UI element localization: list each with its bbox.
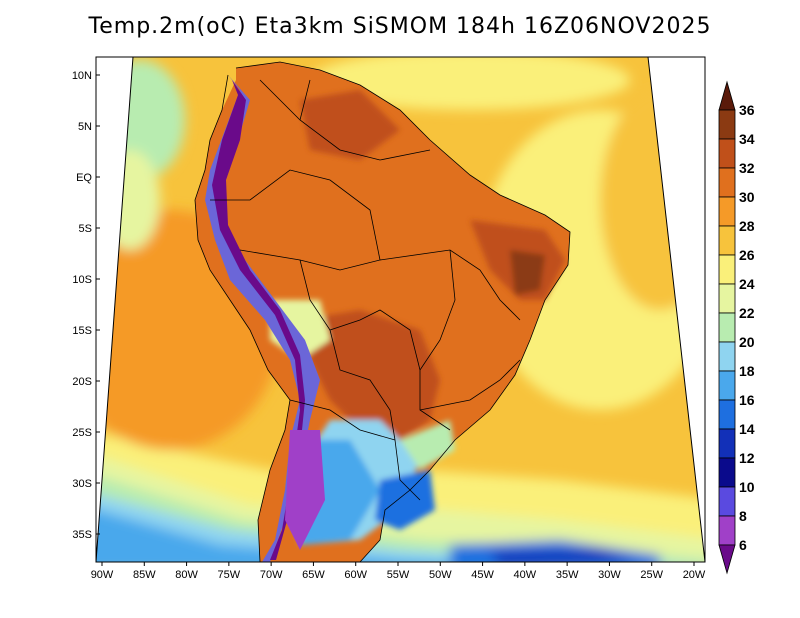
colorbar-label: 28 (739, 218, 755, 234)
lon-tick-label: 35W (556, 569, 579, 581)
colorbar-top-arrow (718, 80, 736, 111)
colorbar-label: 18 (739, 363, 755, 379)
colorbar-label: 14 (739, 421, 755, 437)
lat-tick-label: 15S (72, 325, 92, 337)
colorbar-label: 30 (739, 189, 755, 205)
lat-tick-label: 20S (72, 376, 92, 388)
lon-tick-label: 45W (471, 569, 494, 581)
lon-tick-label: 25W (640, 569, 663, 581)
lon-tick-label: 50W (429, 569, 452, 581)
colorbar-segment (718, 515, 736, 546)
lat-tick-label: 5S (79, 223, 92, 235)
colorbar-segment (718, 167, 736, 198)
lon-tick-label: 30W (598, 569, 621, 581)
country-borders (194, 61, 571, 562)
colorbar-segment (718, 341, 736, 372)
colorbar: 36 34 32 30 28 26 24 22 20 18 16 14 12 10 8 6 (718, 80, 755, 575)
lon-tick-label: 40W (514, 569, 537, 581)
lat-tick-label: EQ (76, 172, 92, 184)
colorbar-segment (718, 225, 736, 256)
colorbar-segment (718, 370, 736, 401)
lon-tick-label: 85W (133, 569, 156, 581)
lat-tick-label: 35S (72, 529, 92, 541)
colorbar-segment (718, 138, 736, 169)
colorbar-label: 6 (739, 537, 747, 553)
lon-tick-label: 65W (302, 569, 325, 581)
plot-border (95, 56, 706, 563)
colorbar-segment (718, 428, 736, 459)
colorbar-segment (718, 312, 736, 343)
map-title: Temp.2m(oC) Eta3km SiSMOM 184h 16Z06NOV2… (88, 14, 712, 39)
colorbar-bottom-arrow (718, 544, 736, 575)
latitude-axis: 10N 5N EQ 5S 10S 15S 20S 25S 30S 35S (72, 70, 100, 541)
colorbar-segment (718, 486, 736, 517)
lat-tick-label: 10S (72, 274, 92, 286)
lat-tick-label: 30S (72, 478, 92, 490)
colorbar-label: 24 (739, 276, 755, 292)
colorbar-segment (718, 254, 736, 285)
colorbar-label: 32 (739, 160, 755, 176)
colorbar-label: 8 (739, 508, 747, 524)
lon-tick-label: 80W (175, 569, 198, 581)
colorbar-segment (718, 109, 736, 140)
colorbar-label: 12 (739, 450, 755, 466)
lon-tick-label: 20W (683, 569, 706, 581)
lon-tick-label: 60W (344, 569, 367, 581)
colorbar-label: 26 (739, 247, 755, 263)
lat-tick-label: 25S (72, 427, 92, 439)
colorbar-label: 10 (739, 479, 755, 495)
colorbar-segment (718, 457, 736, 488)
colorbar-label: 20 (739, 334, 755, 350)
longitude-axis: 90W 85W 80W 75W 70W 65W 60W 55W 50W 45W 40W 35W 30W 2… (91, 562, 706, 581)
lat-tick-label: 5N (78, 121, 92, 133)
colorbar-label: 16 (739, 392, 755, 408)
lon-tick-label: 75W (218, 569, 241, 581)
colorbar-segment (718, 283, 736, 314)
lon-tick-label: 70W (260, 569, 283, 581)
lon-tick-label: 55W (387, 569, 410, 581)
colorbar-segment (718, 196, 736, 227)
lat-tick-label: 10N (72, 70, 92, 82)
colorbar-label: 34 (739, 131, 755, 147)
colorbar-label: 36 (739, 102, 755, 118)
colorbar-label: 22 (739, 305, 755, 321)
lon-tick-label: 90W (91, 569, 114, 581)
colorbar-segment (718, 399, 736, 430)
temperature-field (96, 57, 705, 562)
